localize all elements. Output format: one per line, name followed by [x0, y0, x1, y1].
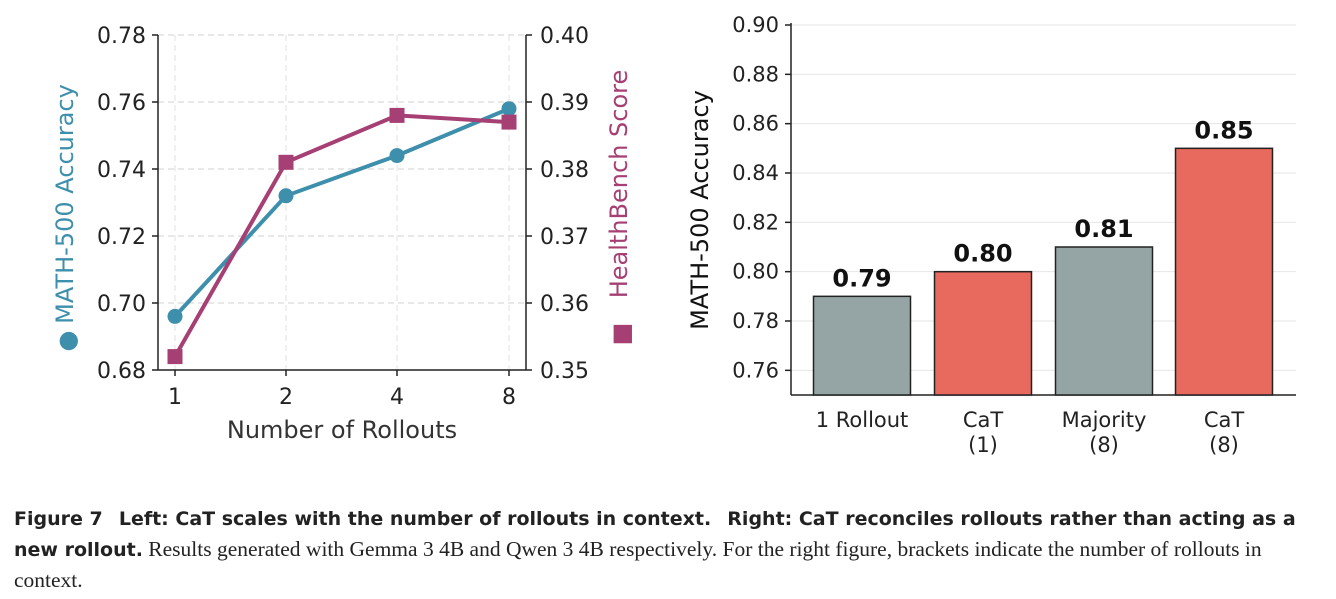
data-point-accuracy	[389, 148, 405, 164]
y-tick-label: 0.82	[732, 210, 779, 234]
right-y-axis-marker: ■	[607, 323, 635, 346]
x-axis-label: Number of Rollouts	[227, 416, 457, 444]
y-tick-label: 0.84	[732, 161, 779, 185]
data-point-accuracy	[278, 188, 294, 204]
x-tick-label: (8)	[1209, 433, 1239, 457]
right-bar-chart: 0.76 0.78 0.80 0.82 0.84 0.86 0.88 0.90 0.79 1 Ro…	[686, 13, 1296, 457]
data-point-healthbench	[167, 349, 183, 365]
x-tick-label: CaT	[963, 408, 1004, 432]
x-tick-label: (1)	[968, 433, 998, 457]
y-tick-label: 0.78	[97, 24, 146, 49]
bar-value-label: 0.79	[832, 264, 891, 292]
y-tick-label: 0.76	[732, 358, 779, 382]
x-tick-label: 1 Rollout	[816, 408, 909, 432]
caption-left-heading: Left: CaT scales with the number of roll…	[118, 508, 712, 530]
series-line-healthbench	[173, 113, 510, 358]
x-tick-label: 8	[502, 385, 516, 410]
y2-tick-label: 0.40	[540, 24, 589, 49]
x-tick-label: CaT	[1204, 408, 1245, 432]
data-point-accuracy	[501, 101, 517, 117]
bar	[1174, 147, 1274, 396]
y-axis-label: MATH-500 Accuracy	[686, 90, 714, 330]
x-tick-label: (8)	[1089, 433, 1119, 457]
bar	[812, 295, 912, 396]
data-point-healthbench	[501, 114, 517, 130]
bar-value-label: 0.81	[1074, 215, 1133, 243]
data-point-healthbench	[389, 107, 405, 123]
y-tick-label: 0.86	[732, 112, 779, 136]
y-tick-label: 0.78	[732, 309, 779, 333]
bar-value-label: 0.85	[1194, 116, 1253, 144]
caption-text: Results generated with Gemma 3 4B and Qw…	[14, 537, 1262, 592]
y-tick-label: 0.74	[97, 158, 146, 183]
bar	[933, 270, 1033, 396]
y-tick-label: 0.70	[97, 292, 146, 317]
y-tick-label: 0.76	[97, 91, 146, 116]
y-tick-label: 0.68	[97, 359, 146, 384]
bar-value-label: 0.80	[953, 240, 1012, 268]
y-tick-label: 0.80	[732, 260, 779, 284]
y-tick-label: 0.90	[732, 13, 779, 37]
left-y-axis-marker: ●	[53, 331, 81, 352]
bar	[1054, 246, 1154, 396]
figure-canvas: 0.68 0.70 0.72 0.74 0.76 0.78 0.35 0.36 0.37 0.38…	[51, 13, 1296, 457]
y2-tick-label: 0.39	[540, 91, 589, 116]
y2-tick-label: 0.35	[540, 359, 589, 384]
y2-tick-label: 0.37	[540, 225, 589, 250]
y-tick-label: 0.88	[732, 62, 779, 86]
data-point-healthbench	[278, 154, 294, 170]
x-tick-label: 1	[168, 385, 182, 410]
caption-figure-label: Figure 7	[14, 508, 103, 530]
right-y-axis-label: HealthBench Score	[605, 70, 633, 299]
x-tick-label: Majority	[1062, 408, 1147, 432]
figure-caption: Figure 7 Left: CaT scales with the numbe…	[14, 503, 1324, 595]
left-line-chart: 0.68 0.70 0.72 0.74 0.76 0.78 0.35 0.36 0.37 0.38…	[51, 24, 635, 444]
data-point-accuracy	[167, 308, 183, 324]
y-tick-label: 0.72	[97, 225, 146, 250]
left-y-axis-label: MATH-500 Accuracy	[51, 84, 79, 324]
caption-right-heading: Right: CaT reconciles rollouts rather th…	[14, 508, 1296, 561]
x-tick-label: 4	[390, 385, 404, 410]
y2-tick-label: 0.38	[540, 158, 589, 183]
x-tick-label: 2	[279, 385, 293, 410]
y2-tick-label: 0.36	[540, 292, 589, 317]
